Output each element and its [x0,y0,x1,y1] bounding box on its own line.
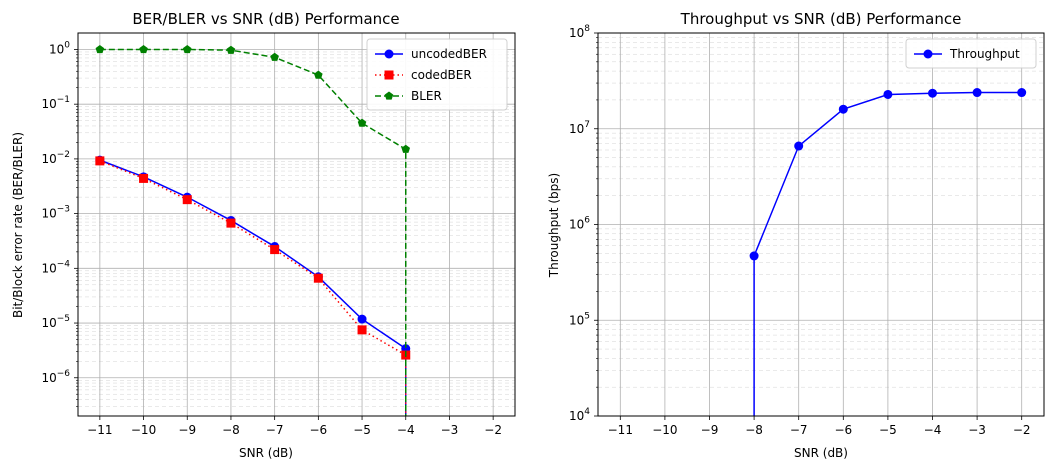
point-BLER [401,144,411,153]
y-tick-label: 100 [49,40,70,56]
x-tick-label: −2 [484,423,502,437]
x-tick-label: −11 [87,423,112,437]
legend: uncodedBER codedBER BLER [366,38,508,111]
point-BLER [95,44,105,54]
point-Throughput [749,251,759,261]
ber-bler-chart: BER/BLER vs SNR (dB) Performance SNR (dB… [11,10,516,460]
point-codedBER [139,173,149,183]
y-tick-label: 10−3 [41,205,70,221]
x-axis-label: SNR (dB) [794,446,848,460]
point-Throughput [838,104,848,114]
point-BLER [226,45,236,54]
point-Throughput [1017,88,1027,98]
x-tick-label: −3 [441,423,459,437]
x-tick-label: −5 [353,423,371,437]
x-tick-label: −11 [608,423,633,437]
point-codedBER [182,195,192,205]
y-tick-label: 106 [569,216,590,232]
y-tick-label: 10−5 [41,314,70,330]
legend-marker [384,91,394,100]
legend: Throughput [905,38,1037,69]
point-uncodedBER [357,314,367,324]
legend-entry: BLER [411,89,442,103]
x-tick-label: −5 [879,423,897,437]
point-codedBER [270,245,280,255]
series-group [95,44,411,416]
chart-title: Throughput vs SNR (dB) Performance [680,10,962,28]
point-codedBER [226,218,236,228]
legend-entry: uncodedBER [411,47,487,61]
x-tick-label: −9 [701,423,719,437]
x-tick-label: −8 [745,423,763,437]
series-line-codedBER [99,160,407,416]
point-BLER [270,52,279,61]
x-tick-label: −3 [968,423,986,437]
y-axis-label: Bit/Block error rate (BER/BLER) [11,132,25,318]
point-BLER [139,44,148,54]
point-codedBER [313,273,323,283]
y-tick-label: 10−1 [41,95,70,111]
x-tick-label: −9 [178,423,196,437]
point-Throughput [972,88,982,98]
plot-frame [77,32,516,417]
y-tick-label: 10−4 [41,259,70,275]
x-tick-label: −7 [790,423,808,437]
y-tick-label: 108 [569,24,590,40]
x-tick-label: −6 [309,423,327,437]
y-tick-label: 10−6 [41,369,70,385]
x-tick-label: −6 [834,423,852,437]
y-tick-label: 105 [569,311,590,327]
y-tick-label: 104 [569,407,590,423]
x-axis-label: SNR (dB) [239,446,293,460]
x-tick-label: −10 [131,423,156,437]
point-codedBER [95,156,105,166]
throughput-chart: Throughput vs SNR (dB) Performance SNR (… [547,10,1045,460]
point-BLER [182,44,192,54]
point-Throughput [883,89,893,99]
y-tick-label: 107 [569,120,590,136]
legend-marker [384,49,394,59]
point-Throughput [794,141,804,151]
legend-entry: codedBER [411,68,472,82]
series-line-BLER [99,48,407,416]
point-codedBER [357,325,367,335]
series-line-Throughput [753,91,1022,416]
x-tick-label: −8 [222,423,240,437]
x-tick-label: −4 [924,423,942,437]
x-tick-label: −7 [266,423,284,437]
point-BLER [357,118,367,127]
series-line-uncodedBER [99,159,407,416]
plot-frame [597,32,1045,417]
x-tick-label: −10 [652,423,677,437]
series-group [749,88,1027,416]
legend-marker [384,70,394,80]
point-BLER [314,70,323,79]
legend-entry: Throughput [949,47,1020,61]
chart-title: BER/BLER vs SNR (dB) Performance [132,10,399,28]
x-tick-label: −4 [397,423,415,437]
legend-box [366,38,508,111]
point-Throughput [928,88,937,98]
legend-marker [923,49,933,59]
y-axis-label: Throughput (bps) [547,173,561,278]
y-tick-label: 10−2 [41,150,70,166]
legend-box [905,38,1037,69]
x-tick-label: −2 [1013,423,1031,437]
